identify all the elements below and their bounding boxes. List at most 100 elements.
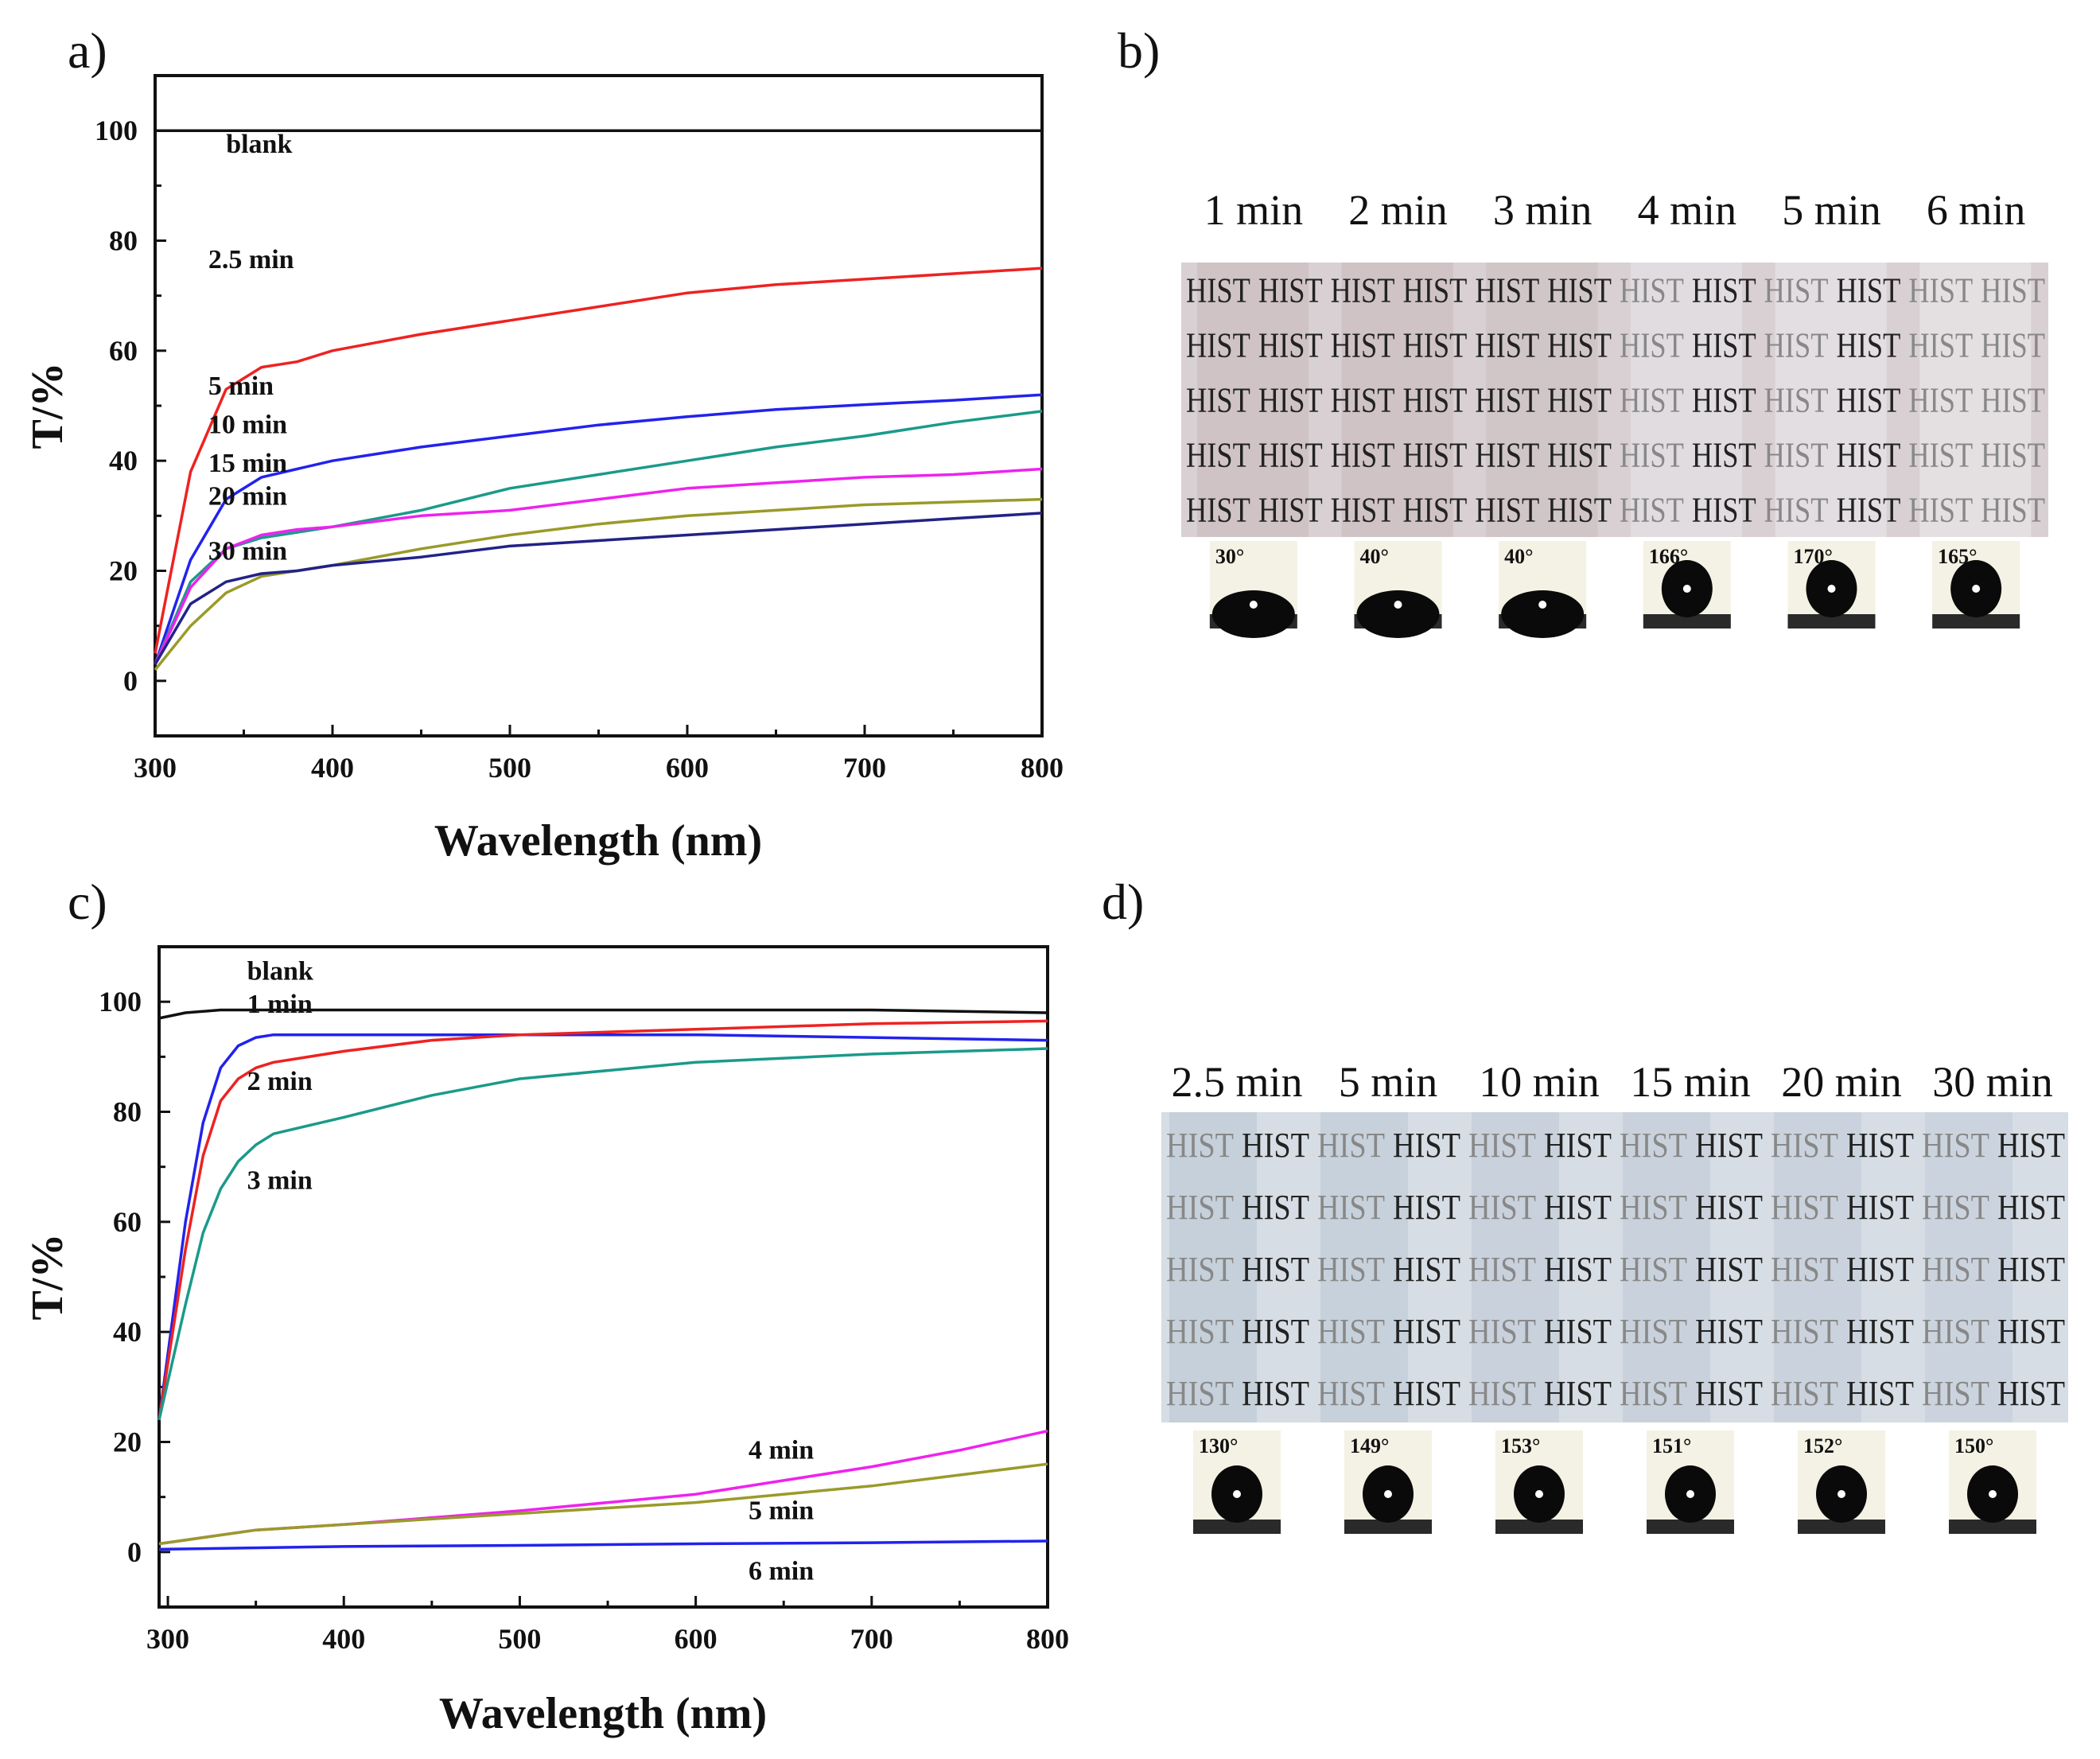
series-line-5-min: [158, 1462, 1048, 1546]
series-label: 30 min: [208, 537, 287, 566]
hist-text: HIST: [1922, 1188, 1989, 1227]
hist-text: HIST: [1922, 1250, 1989, 1289]
hist-text: HIST: [1908, 381, 1973, 420]
hist-text: HIST: [1468, 1188, 1536, 1227]
droplet-highlight: [1682, 585, 1691, 593]
x-tick-label: 400: [311, 752, 354, 784]
contact-angle: 40°: [1504, 545, 1533, 568]
time-label: 30 min: [1932, 1058, 2053, 1106]
hist-text: HIST: [1317, 1188, 1385, 1227]
x-tick-label: 700: [850, 1623, 893, 1655]
y-tick-label: 80: [109, 225, 138, 257]
series-label: 4 min: [749, 1435, 814, 1465]
hist-text: HIST: [1242, 1188, 1309, 1227]
x-tick-label: 300: [146, 1623, 189, 1655]
droplet-image: 150°: [1949, 1430, 2036, 1534]
chart-c-ylabel: T/%: [23, 1234, 72, 1321]
series-label: 1 min: [247, 990, 313, 1019]
hist-text: HIST: [1771, 1374, 1838, 1413]
hist-text: HIST: [1764, 326, 1829, 365]
hist-text: HIST: [1393, 1250, 1460, 1289]
series-line-blank: [158, 1008, 1048, 1020]
hist-text: HIST: [1547, 491, 1612, 530]
series-line-2-5-min: [154, 267, 1043, 654]
chart-c: c) 300 400 500 600 700 800 0 20 40 60 80 100 blank 1…: [23, 874, 1069, 1738]
hist-text: HIST: [1846, 1374, 1914, 1413]
series-line-15-min: [154, 467, 1043, 665]
hist-text: HIST: [1620, 1250, 1687, 1289]
panel-a-label: a): [68, 22, 107, 79]
x-tick-label: 700: [843, 752, 886, 784]
hist-text: HIST: [1837, 491, 1901, 530]
series-line-6-min: [158, 1539, 1048, 1551]
hist-text: HIST: [1547, 271, 1612, 310]
droplet-image: 40°: [1354, 541, 1442, 638]
droplet-image: 170°: [1787, 541, 1876, 628]
series-line-20-min: [154, 497, 1043, 671]
hist-text: HIST: [1695, 1312, 1763, 1351]
hist-text: HIST: [1981, 326, 2045, 365]
series-label: blank: [226, 130, 292, 159]
hist-text: HIST: [1186, 326, 1250, 365]
hist-text: HIST: [1331, 271, 1395, 310]
coated-film: [1486, 263, 1598, 537]
hist-text: HIST: [1258, 436, 1323, 475]
x-tick-label: 600: [666, 752, 709, 784]
hist-text: HIST: [1403, 436, 1468, 475]
series-label: 20 min: [208, 482, 287, 512]
droplet-highlight: [1827, 585, 1836, 593]
droplet-substrate: [1643, 614, 1731, 628]
hist-text: HIST: [1908, 271, 1973, 310]
hist-text: HIST: [1620, 436, 1684, 475]
droplet-highlight: [1838, 1490, 1845, 1498]
hist-text: HIST: [1922, 1312, 1989, 1351]
hist-text: HIST: [1764, 271, 1829, 310]
hist-text: HIST: [1331, 326, 1395, 365]
hist-text: HIST: [1695, 1374, 1763, 1413]
hist-text: HIST: [1620, 271, 1684, 310]
hist-text: HIST: [1475, 436, 1539, 475]
time-label: 5 min: [1782, 186, 1881, 234]
droplet-highlight: [1972, 585, 1981, 593]
x-tick-label: 800: [1021, 752, 1064, 784]
hist-text: HIST: [1547, 326, 1612, 365]
hist-text: HIST: [1620, 491, 1684, 530]
hist-text: HIST: [1997, 1312, 2065, 1351]
droplet-highlight: [1686, 1490, 1694, 1498]
hist-text: HIST: [1771, 1126, 1838, 1165]
hist-text: HIST: [1468, 1126, 1536, 1165]
hist-text: HIST: [1846, 1250, 1914, 1289]
hist-text: HIST: [1620, 381, 1684, 420]
y-tick-label: 60: [109, 335, 138, 367]
x-tick-label: 800: [1026, 1623, 1069, 1655]
droplet: [1501, 590, 1585, 638]
coated-film: [1472, 1112, 1559, 1422]
hist-text: HIST: [1620, 1188, 1687, 1227]
series-line-30-min: [154, 512, 1043, 665]
coated-film: [1631, 263, 1742, 537]
hist-text: HIST: [1908, 436, 1973, 475]
hist-text: HIST: [1166, 1250, 1234, 1289]
y-tick-label: 0: [123, 665, 138, 697]
series-line-10-min: [154, 410, 1043, 665]
hist-text: HIST: [1317, 1312, 1385, 1351]
contact-angle: 166°: [1649, 545, 1688, 568]
hist-text: HIST: [1317, 1126, 1385, 1165]
droplet-highlight: [1535, 1490, 1543, 1498]
hist-text: HIST: [1331, 381, 1395, 420]
time-label: 10 min: [1479, 1058, 1600, 1106]
hist-text: HIST: [1331, 491, 1395, 530]
contact-angle: 40°: [1360, 545, 1389, 568]
y-tick-label: 20: [113, 1426, 142, 1458]
hist-text: HIST: [1403, 326, 1468, 365]
time-label: 3 min: [1493, 186, 1592, 234]
panel-d: d) 2.5 min 5 min 10 min 15 min 20 min 30 min …: [1102, 874, 2068, 1534]
droplet-image: 149°: [1344, 1430, 1432, 1534]
chart-a-ylabel: T/%: [23, 363, 72, 449]
hist-text: HIST: [1166, 1312, 1234, 1351]
hist-text: HIST: [1166, 1126, 1234, 1165]
series-label: 2 min: [247, 1067, 313, 1096]
series-line-5-min: [154, 393, 1043, 665]
y-tick-label: 80: [113, 1096, 142, 1128]
hist-text: HIST: [1764, 491, 1829, 530]
